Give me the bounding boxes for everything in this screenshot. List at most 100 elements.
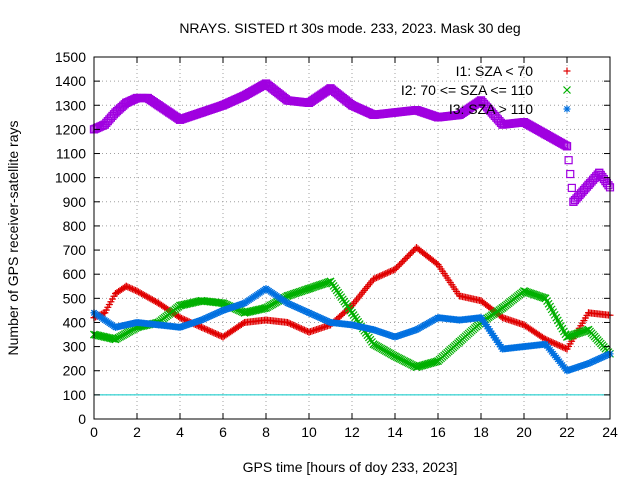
series-1-marker	[131, 286, 139, 294]
data-point	[369, 340, 378, 349]
series-1-marker	[204, 326, 212, 334]
series-1-marker	[201, 325, 209, 333]
series-1-marker	[374, 273, 382, 281]
data-point	[542, 340, 549, 348]
series-1-marker	[382, 270, 390, 278]
data-point	[133, 318, 141, 326]
data-point	[198, 323, 205, 331]
legend-marker	[563, 67, 571, 75]
series-2-marker	[182, 300, 191, 309]
series-1-marker	[376, 272, 384, 280]
series-2-marker	[179, 300, 187, 309]
series-2-marker	[105, 334, 114, 342]
axis-ticks: 0 2 4 6 8 10 12 14 16 18 20 22 240100200300400500600…	[55, 49, 618, 440]
series-1-marker	[540, 334, 548, 342]
series-1-marker	[213, 330, 221, 338]
series-2-marker	[242, 308, 250, 317]
series-1-marker	[207, 327, 215, 335]
data-point	[370, 275, 377, 283]
series-1-marker	[297, 325, 305, 333]
series-2	[90, 277, 614, 372]
series-1-marker	[380, 270, 388, 278]
series-1-marker	[396, 261, 404, 269]
data-point	[541, 130, 550, 139]
data-point	[434, 261, 442, 269]
series-1-marker	[394, 262, 402, 270]
series-1-marker	[136, 289, 144, 297]
data-point	[305, 309, 313, 317]
legend-marker	[563, 86, 571, 94]
data-point	[241, 318, 248, 326]
series-1-marker	[560, 344, 568, 352]
series-4-marker	[566, 169, 575, 179]
series-2-marker	[252, 306, 261, 314]
series-1-marker	[554, 341, 562, 349]
data-point	[348, 308, 356, 317]
data-point	[176, 323, 184, 331]
series-2-marker	[102, 333, 111, 342]
legend-label: I2: 70 <= SZA <= 110	[401, 82, 533, 98]
series-1-marker	[210, 329, 218, 337]
series-1-marker	[290, 321, 298, 329]
series-2-marker	[93, 331, 101, 340]
data-point	[122, 98, 131, 107]
series-1-marker	[403, 253, 411, 261]
y-tick-label: 1000	[55, 170, 86, 186]
data-point	[391, 333, 399, 341]
series-1-marker	[148, 296, 156, 304]
y-tick-label: 200	[63, 363, 87, 379]
data-point	[477, 297, 485, 305]
series-1-marker	[239, 320, 247, 328]
data-point	[197, 296, 206, 305]
data-point	[413, 244, 420, 252]
x-tick-label: 24	[602, 424, 618, 440]
data-point	[455, 337, 464, 346]
data-point	[218, 101, 228, 110]
data-point	[391, 265, 399, 273]
data-point	[198, 316, 205, 324]
series-1-marker	[302, 327, 310, 335]
data-point	[219, 306, 227, 314]
series-2-marker	[257, 305, 266, 313]
data-point	[143, 93, 152, 103]
series-1-marker	[145, 294, 153, 302]
data-point	[569, 197, 578, 206]
y-tick-label: 1400	[55, 73, 86, 89]
series-1-marker	[545, 337, 553, 345]
series-1-marker	[174, 313, 182, 321]
series-1-marker	[385, 268, 393, 276]
data-point	[101, 309, 109, 317]
series-1-marker	[296, 324, 304, 332]
data-point	[584, 180, 593, 190]
series-1-marker	[139, 291, 147, 299]
data-point	[498, 120, 507, 129]
series-3	[90, 285, 614, 375]
series-1-marker	[551, 339, 559, 347]
data-point	[240, 308, 249, 317]
series-2-marker	[248, 307, 257, 316]
data-point	[412, 363, 421, 372]
series-2-marker	[245, 307, 254, 316]
series-1-marker	[557, 342, 565, 350]
series-2-marker	[192, 297, 201, 306]
data-point	[585, 359, 592, 367]
series-1-marker	[393, 264, 401, 272]
series-4-marker	[604, 181, 613, 190]
series-1-marker	[130, 286, 138, 294]
data-point	[111, 335, 120, 344]
data-point	[175, 115, 185, 124]
data-series-group	[89, 79, 615, 375]
series-2-marker	[254, 305, 263, 314]
data-point	[262, 316, 270, 324]
data-point	[112, 323, 119, 331]
series-1-marker	[379, 271, 387, 279]
data-point	[326, 277, 335, 286]
data-point	[519, 118, 529, 127]
series-1-marker	[181, 316, 189, 324]
y-tick-label: 400	[63, 314, 87, 330]
series-1-marker	[399, 258, 407, 266]
x-tick-label: 8	[262, 424, 270, 440]
series-1-marker	[138, 290, 146, 298]
series-1-marker	[214, 331, 222, 339]
data-point	[261, 79, 271, 88]
